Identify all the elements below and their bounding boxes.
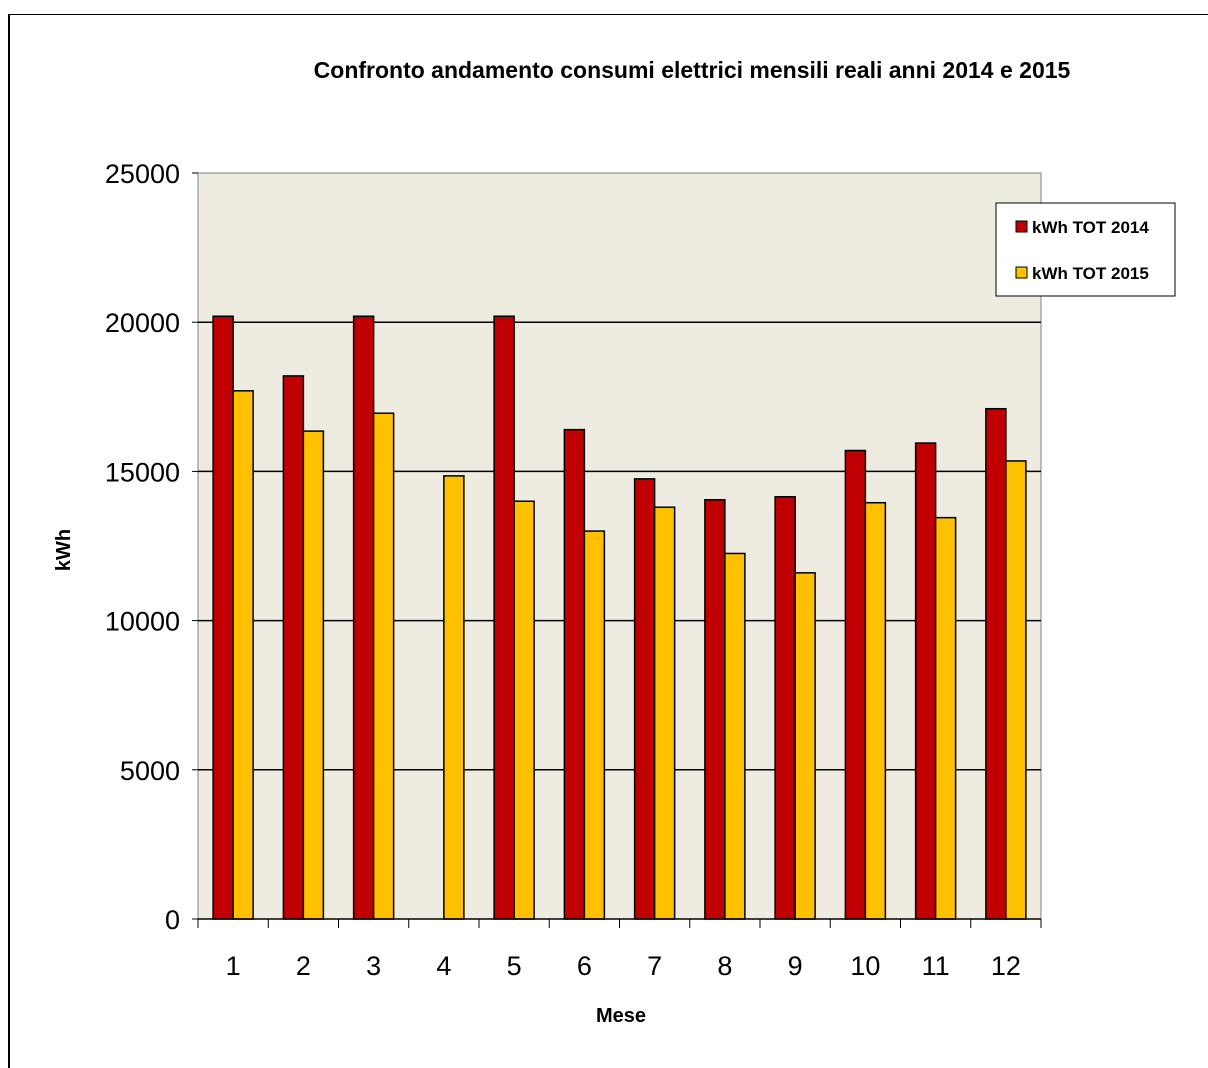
bar-kwh-tot-2015-6 bbox=[583, 530, 606, 920]
bar-kwh-tot-2015-7 bbox=[653, 506, 676, 920]
y-tick-label: 0 bbox=[165, 905, 180, 935]
x-tick-label: 2 bbox=[296, 951, 311, 981]
bar-kwh-tot-2015-2 bbox=[302, 430, 325, 920]
bar-kwh-tot-2014-8 bbox=[704, 498, 726, 920]
bar-kwh-tot-2015-3 bbox=[372, 412, 395, 920]
legend-swatch-2014 bbox=[1015, 220, 1028, 233]
x-tick-label: 9 bbox=[788, 951, 803, 981]
bar-kwh-tot-2015-12 bbox=[1005, 460, 1027, 920]
x-tick-label: 8 bbox=[717, 951, 732, 981]
plot-area bbox=[197, 172, 1042, 920]
bar-kwh-tot-2014-11 bbox=[914, 442, 937, 920]
legend-label-2014: kWh TOT 2014 bbox=[1032, 218, 1149, 237]
legend-swatch-2015 bbox=[1015, 266, 1028, 279]
x-tick-label: 6 bbox=[577, 951, 592, 981]
bar-kwh-tot-2014-9 bbox=[774, 496, 796, 920]
x-axis-ticks: 1 2 3 4 5 6 7 8 9 10 11 12 bbox=[197, 918, 1042, 981]
bar-kwh-tot-2015-5 bbox=[513, 500, 535, 920]
bar-kwh-tot-2015-4 bbox=[443, 475, 465, 920]
x-tick-label: 1 bbox=[226, 951, 241, 981]
chart-frame bbox=[8, 14, 1208, 1068]
legend: kWh TOT 2014 kWh TOT 2015 bbox=[995, 202, 1176, 297]
bar-kwh-tot-2014-12 bbox=[985, 407, 1007, 920]
bar-kwh-tot-2014-10 bbox=[844, 449, 867, 920]
y-tick-label: 5000 bbox=[120, 756, 180, 786]
x-axis-label: Mese bbox=[596, 1005, 646, 1027]
y-axis-label: kWh bbox=[53, 529, 75, 571]
x-tick-label: 12 bbox=[991, 951, 1021, 981]
bar-kwh-tot-2014-5 bbox=[493, 315, 515, 920]
y-tick-label: 20000 bbox=[105, 308, 180, 338]
bar-kwh-tot-2014-7 bbox=[633, 478, 656, 920]
bar-kwh-tot-2015-8 bbox=[724, 552, 746, 920]
bars bbox=[212, 315, 1027, 920]
bar-kwh-tot-2014-2 bbox=[282, 375, 305, 920]
bar-kwh-tot-2014-1 bbox=[212, 315, 234, 920]
y-tick-label: 25000 bbox=[105, 159, 180, 189]
y-axis-ticks: 0 5000 10000 15000 20000 25000 bbox=[105, 159, 198, 935]
bar-kwh-tot-2014-3 bbox=[352, 315, 375, 920]
bar-kwh-tot-2015-1 bbox=[232, 390, 254, 920]
x-tick-label: 4 bbox=[436, 951, 451, 981]
y-tick-label: 10000 bbox=[105, 607, 180, 637]
bar-kwh-tot-2015-11 bbox=[934, 516, 957, 920]
x-tick-label: 7 bbox=[647, 951, 662, 981]
legend-box bbox=[995, 202, 1176, 297]
bar-kwh-tot-2014-6 bbox=[563, 428, 586, 920]
legend-label-2015: kWh TOT 2015 bbox=[1032, 264, 1149, 283]
bar-kwh-tot-2015-10 bbox=[864, 501, 887, 920]
gridlines bbox=[198, 321, 1041, 771]
x-tick-label: 5 bbox=[507, 951, 522, 981]
bar-kwh-tot-2015-9 bbox=[794, 572, 816, 920]
x-tick-label: 11 bbox=[922, 951, 950, 981]
x-tick-label: 3 bbox=[366, 951, 381, 981]
y-tick-label: 15000 bbox=[105, 457, 180, 487]
x-tick-label: 10 bbox=[850, 951, 880, 981]
chart-title: Confronto andamento consumi elettrici me… bbox=[314, 57, 1071, 83]
